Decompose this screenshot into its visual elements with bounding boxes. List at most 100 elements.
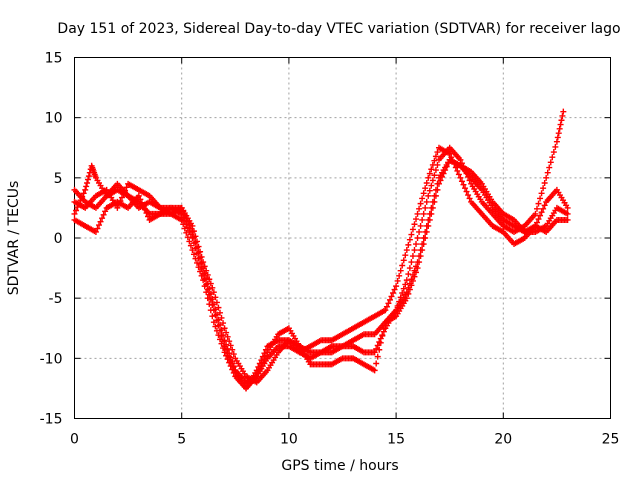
data-point	[434, 180, 441, 187]
data-point	[462, 167, 469, 174]
data-point	[458, 178, 465, 185]
data-point	[432, 167, 439, 174]
data-point	[432, 186, 439, 193]
data-point	[405, 284, 412, 291]
data-point	[540, 185, 547, 192]
data-point	[180, 221, 187, 228]
data-point	[403, 247, 410, 254]
data-point	[408, 276, 415, 283]
data-point	[227, 354, 234, 361]
data-point	[195, 249, 202, 256]
data-point	[382, 307, 389, 314]
data-point	[118, 194, 125, 201]
data-point	[408, 231, 415, 238]
data-point	[195, 264, 202, 271]
y-tick-label: -10	[40, 351, 63, 367]
data-point	[83, 183, 90, 190]
data-point	[229, 366, 236, 373]
series-track-d	[71, 108, 567, 392]
data-point	[178, 204, 185, 211]
data-point	[434, 149, 441, 156]
data-point	[555, 130, 562, 137]
data-point	[419, 195, 426, 202]
data-point	[92, 228, 99, 235]
x-tick-label: 5	[177, 432, 186, 448]
data-point	[446, 150, 453, 157]
data-point	[224, 356, 231, 363]
data-point	[138, 199, 145, 206]
y-axis-label: SDTVAR / TECUs	[6, 181, 22, 296]
data-point	[546, 164, 553, 171]
data-point	[140, 203, 147, 210]
data-point	[411, 221, 418, 228]
data-point	[190, 251, 197, 258]
data-point	[215, 332, 222, 339]
data-point	[543, 174, 550, 181]
data-point	[454, 167, 461, 174]
data-point	[221, 325, 228, 332]
data-point	[455, 171, 462, 178]
data-point	[423, 179, 430, 186]
data-point	[457, 174, 464, 181]
data-point	[564, 204, 571, 211]
data-point	[197, 268, 204, 275]
data-point	[210, 319, 217, 326]
x-tick-label: 15	[387, 432, 405, 448]
data-point	[554, 134, 561, 141]
data-point	[212, 323, 219, 330]
data-point	[431, 192, 438, 199]
data-point	[385, 300, 392, 307]
y-tick-label: 10	[45, 111, 63, 127]
data-point	[137, 196, 144, 203]
data-point	[425, 174, 432, 181]
data-point	[413, 216, 420, 223]
data-point	[204, 295, 211, 302]
data-point	[393, 283, 400, 290]
data-point	[226, 359, 233, 366]
data-point	[200, 277, 207, 284]
data-point	[210, 289, 217, 296]
data-point	[426, 187, 433, 194]
data-point	[428, 204, 435, 211]
data-point	[393, 307, 400, 314]
data-point	[218, 314, 225, 321]
data-point	[466, 177, 473, 184]
data-point	[416, 228, 423, 235]
data-point	[201, 270, 208, 277]
data-point	[425, 216, 432, 223]
data-point	[417, 247, 424, 254]
data-point	[533, 205, 540, 212]
data-point	[390, 290, 397, 297]
data-point	[123, 184, 130, 191]
data-point	[414, 210, 421, 217]
data-point	[547, 159, 554, 166]
data-point	[431, 157, 438, 164]
data-point	[209, 284, 216, 291]
data-point	[221, 337, 228, 344]
data-point	[197, 254, 204, 261]
y-tick-label: 15	[45, 51, 63, 67]
data-point	[400, 257, 407, 264]
x-axis-label: GPS time / hours	[281, 458, 398, 474]
data-point	[94, 225, 101, 232]
data-point	[419, 241, 426, 248]
data-point	[391, 286, 398, 293]
data-point	[458, 160, 465, 167]
data-point	[226, 350, 233, 357]
data-point	[432, 153, 439, 160]
data-point	[416, 253, 423, 260]
data-point	[99, 215, 106, 222]
data-point	[405, 271, 412, 278]
data-point	[460, 181, 467, 188]
data-point	[553, 138, 560, 145]
data-point	[399, 290, 406, 297]
data-point	[184, 218, 191, 225]
data-point	[397, 267, 404, 274]
y-axis-ticks: -15 -10 -5 0 5 10 15	[40, 51, 611, 428]
data-point	[143, 210, 150, 217]
data-point	[82, 186, 89, 193]
data-point	[373, 345, 380, 352]
data-point	[229, 358, 236, 365]
data-point	[465, 192, 472, 199]
data-point	[431, 172, 438, 179]
